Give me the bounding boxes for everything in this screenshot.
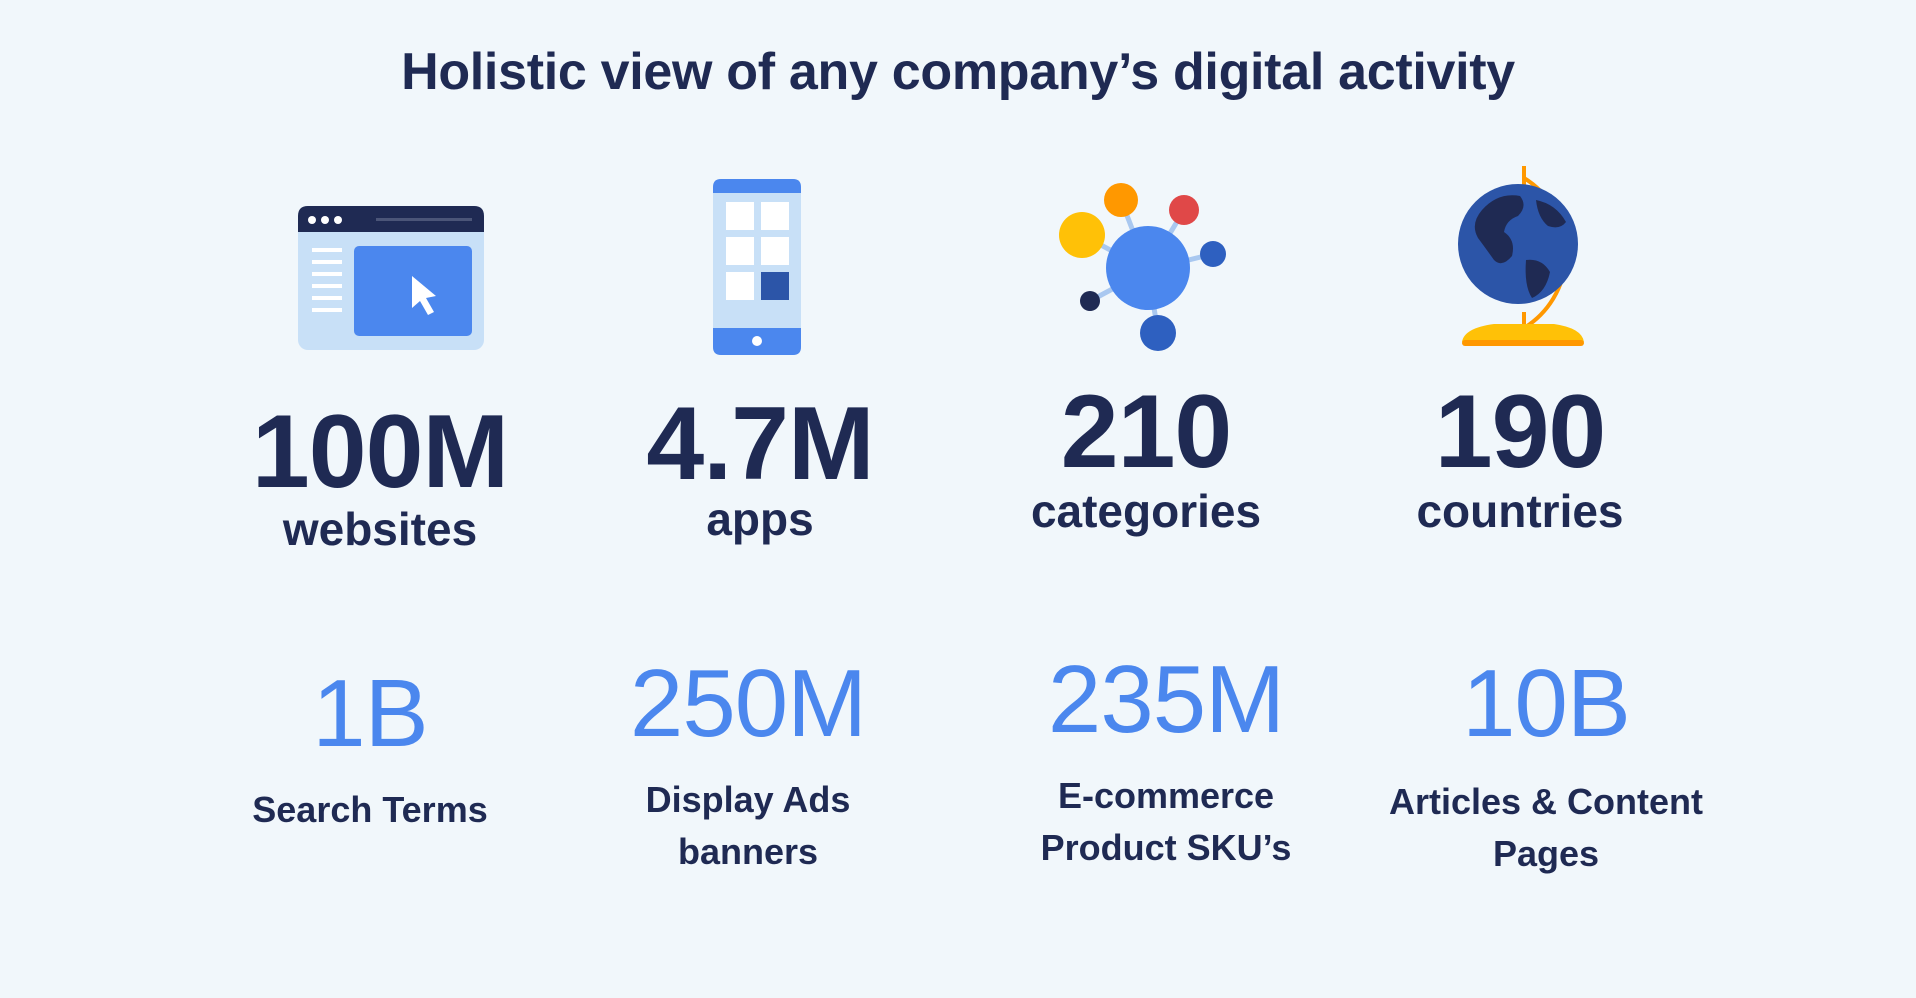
browser-window-icon <box>298 206 484 350</box>
globe-icon <box>1458 166 1584 346</box>
page-title: Holistic view of any company’s digital a… <box>401 43 1515 101</box>
stat-label-categories: categories <box>1030 485 1262 537</box>
stat-value-categories: 210 <box>1060 374 1233 490</box>
stat-label-ecommerce: E-commerce Product SKU’s <box>956 770 1376 874</box>
category-network-icon <box>1059 183 1226 351</box>
stat-label-line: Display Ads <box>645 779 851 820</box>
stat-label-line: Articles & Content <box>1388 781 1704 822</box>
stat-label-articles: Articles & Content Pages <box>1336 776 1756 880</box>
stat-label-line: Product SKU’s <box>1040 827 1292 868</box>
stat-label-line: Search Terms <box>252 789 488 830</box>
stat-label-search-terms: Search Terms <box>160 784 580 836</box>
stat-label-line: E-commerce <box>1057 775 1275 816</box>
stat-value-apps: 4.7M <box>646 386 874 502</box>
stat-value-display-ads: 250M <box>629 650 867 757</box>
stat-value-countries: 190 <box>1434 374 1607 490</box>
stat-label-countries: countries <box>1416 485 1624 537</box>
stat-value-ecommerce: 235M <box>1047 646 1285 753</box>
stat-label-display-ads: Display Ads banners <box>538 774 958 878</box>
stat-label-line: banners <box>677 831 819 872</box>
stat-label-apps: apps <box>706 493 814 545</box>
stat-label-line: Pages <box>1492 833 1600 874</box>
stat-value-search-terms: 1B <box>312 660 428 767</box>
stat-value-articles: 10B <box>1462 650 1631 757</box>
mobile-phone-icon <box>713 179 801 355</box>
stat-label-websites: websites <box>282 503 478 555</box>
stat-value-websites: 100M <box>251 394 509 510</box>
